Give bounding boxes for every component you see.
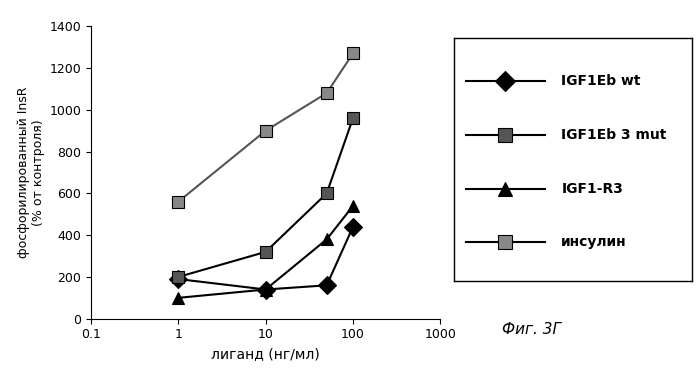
IGF1Eb wt <box>349 225 357 229</box>
Line: инсулин: инсулин <box>172 47 359 208</box>
IGF1Eb wt <box>174 277 182 281</box>
Text: IGF1Eb 3 mut: IGF1Eb 3 mut <box>561 128 667 142</box>
Text: IGF1Eb wt: IGF1Eb wt <box>561 74 641 88</box>
IGF1-R3 <box>322 237 331 242</box>
Line: IGF1Eb 3 mut: IGF1Eb 3 mut <box>172 112 359 283</box>
инсулин <box>349 51 357 56</box>
IGF1-R3 <box>261 287 270 292</box>
инсулин <box>261 129 270 133</box>
Text: инсулин: инсулин <box>561 235 627 249</box>
Text: Фиг. 3Г: Фиг. 3Г <box>502 322 561 338</box>
IGF1Eb wt <box>261 287 270 292</box>
инсулин <box>322 91 331 95</box>
Line: IGF1-R3: IGF1-R3 <box>172 200 359 304</box>
IGF1Eb 3 mut <box>174 275 182 279</box>
IGF1Eb 3 mut <box>261 250 270 254</box>
IGF1Eb wt <box>322 283 331 288</box>
инсулин <box>174 200 182 204</box>
IGF1Eb 3 mut <box>349 116 357 120</box>
Text: IGF1-R3: IGF1-R3 <box>561 182 624 196</box>
IGF1-R3 <box>349 204 357 208</box>
Y-axis label: фосфорилированный InsR
(% от контроля): фосфорилированный InsR (% от контроля) <box>17 87 45 258</box>
X-axis label: лиганд (нг/мл): лиганд (нг/мл) <box>211 347 320 361</box>
Line: IGF1Eb wt: IGF1Eb wt <box>172 220 359 296</box>
IGF1Eb 3 mut <box>322 191 331 196</box>
IGF1-R3 <box>174 296 182 300</box>
